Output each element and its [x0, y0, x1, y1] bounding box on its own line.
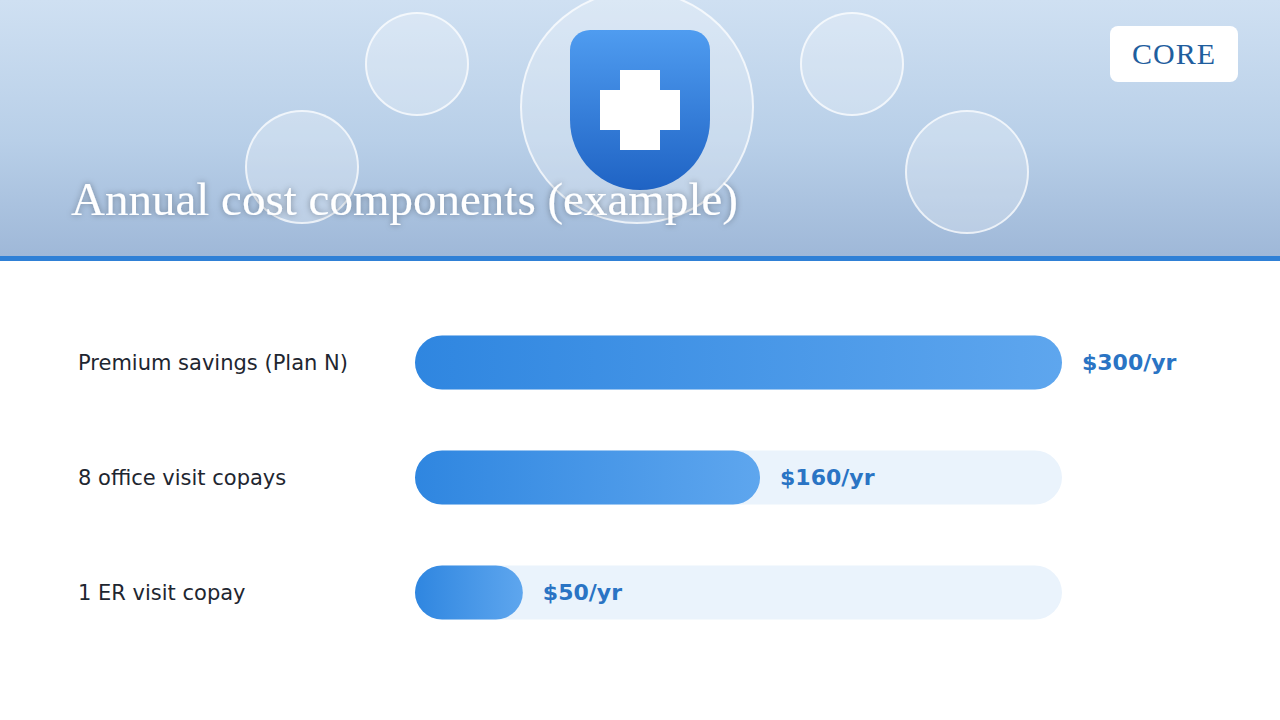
svg-text:$300/yr: $300/yr: [1082, 350, 1177, 375]
svg-text:Annual cost components (exampl: Annual cost components (example): [71, 173, 738, 225]
svg-text:$50/yr: $50/yr: [543, 580, 622, 605]
svg-text:$160/yr: $160/yr: [780, 465, 875, 490]
svg-text:Premium savings (Plan N): Premium savings (Plan N): [78, 351, 348, 375]
html-text:CORE: CORE: [1132, 37, 1216, 70]
svg-text:1 ER visit copay: 1 ER visit copay: [78, 581, 246, 605]
svg-text:8 office visit copays: 8 office visit copays: [78, 466, 286, 490]
